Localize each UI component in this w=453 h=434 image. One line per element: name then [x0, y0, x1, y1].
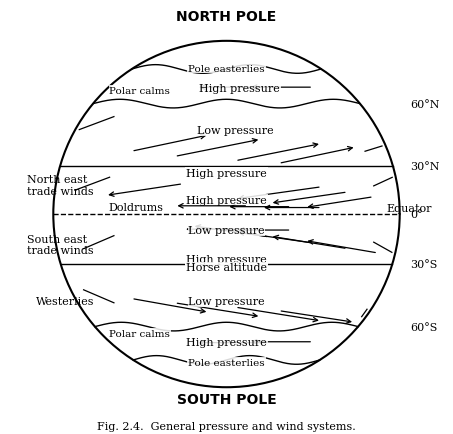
Text: Low pressure: Low pressure — [188, 297, 265, 307]
Text: Pole easterlies: Pole easterlies — [188, 65, 265, 73]
Text: NORTH POLE: NORTH POLE — [176, 10, 277, 24]
Text: High pressure: High pressure — [199, 84, 280, 94]
Text: High pressure: High pressure — [186, 337, 267, 347]
Text: Polar calms: Polar calms — [110, 87, 170, 96]
Text: 30°N: 30°N — [410, 162, 439, 172]
Text: SOUTH POLE: SOUTH POLE — [177, 391, 276, 406]
Text: Low pressure: Low pressure — [197, 126, 274, 136]
Text: 60°N: 60°N — [410, 99, 439, 109]
Text: High pressure: High pressure — [186, 168, 267, 178]
Text: 0°: 0° — [410, 210, 423, 220]
Text: Horse altitude: Horse altitude — [186, 263, 267, 273]
Text: South east
trade winds: South east trade winds — [27, 234, 94, 256]
Text: 60°S: 60°S — [410, 322, 438, 332]
Text: High pressure: High pressure — [186, 255, 267, 265]
Text: Polar calms: Polar calms — [110, 329, 170, 338]
Text: Westerlies: Westerlies — [36, 296, 95, 306]
Text: Pole easterlies: Pole easterlies — [188, 358, 265, 367]
Text: Equator: Equator — [387, 203, 432, 213]
Text: Fig. 2.4.  General pressure and wind systems.: Fig. 2.4. General pressure and wind syst… — [97, 421, 356, 431]
Text: High pressure: High pressure — [186, 195, 267, 205]
Text: Low pressure: Low pressure — [188, 226, 265, 236]
Text: 30°S: 30°S — [410, 259, 438, 269]
Text: North east
trade winds: North east trade winds — [27, 175, 94, 196]
Text: Doldrums: Doldrums — [108, 203, 163, 213]
